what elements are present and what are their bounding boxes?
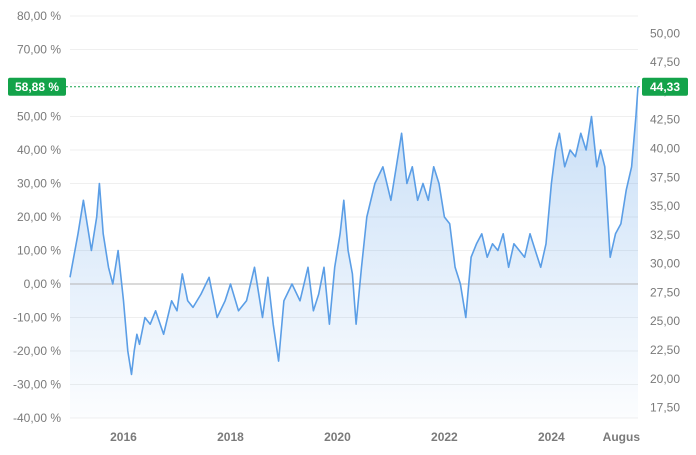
right-tick-label: 50,00 [650,26,680,40]
current-price-badge: 44,33 [642,77,688,96]
current-percent-badge-bg [8,77,66,96]
left-tick-label: 40,00 % [17,143,61,157]
current-price-badge-bg [642,77,688,96]
right-tick-label: 42,50 [650,113,680,127]
left-tick-label: 0,00 % [24,277,62,291]
x-tick-label: 2018 [217,430,244,444]
left-tick-label: -10,00 % [13,311,61,325]
price-line [69,86,639,376]
right-tick-label: 22,50 [650,343,680,357]
price-area-fill [70,86,638,419]
right-tick-label: 35,00 [650,199,680,213]
left-tick-label: 30,00 % [17,177,61,191]
x-tick-label: 2020 [324,430,351,444]
right-tick-label: 32,50 [650,228,680,242]
right-tick-label: 25,00 [650,314,680,328]
left-axis: 80,00 %70,00 %60,00 %50,00 %40,00 %30,00… [13,9,61,425]
current-percent-badge: 58,88 % [8,77,66,96]
x-tick-label: 2016 [110,430,137,444]
left-tick-label: -20,00 % [13,344,61,358]
right-tick-label: 30,00 [650,257,680,271]
x-tick-label: Augus [603,430,641,444]
left-tick-label: 50,00 % [17,110,61,124]
left-tick-label: 20,00 % [17,210,61,224]
left-tick-label: 80,00 % [17,9,61,23]
right-tick-label: 27,50 [650,285,680,299]
x-tick-label: 2022 [431,430,458,444]
current-percent-label: 58,88 % [15,80,59,94]
left-tick-label: -40,00 % [13,411,61,425]
right-tick-label: 40,00 [650,141,680,155]
right-tick-label: 47,50 [650,55,680,69]
right-tick-label: 20,00 [650,372,680,386]
right-tick-label: 37,50 [650,170,680,184]
left-tick-label: 10,00 % [17,244,61,258]
current-price-label: 44,33 [650,80,680,94]
x-axis: 2016 2018 2020 2022 2024 Augus [110,430,640,444]
x-tick-label: 2024 [538,430,565,444]
right-tick-label: 17,50 [650,401,680,415]
left-tick-label: 70,00 % [17,43,61,57]
left-tick-label: -30,00 % [13,378,61,392]
